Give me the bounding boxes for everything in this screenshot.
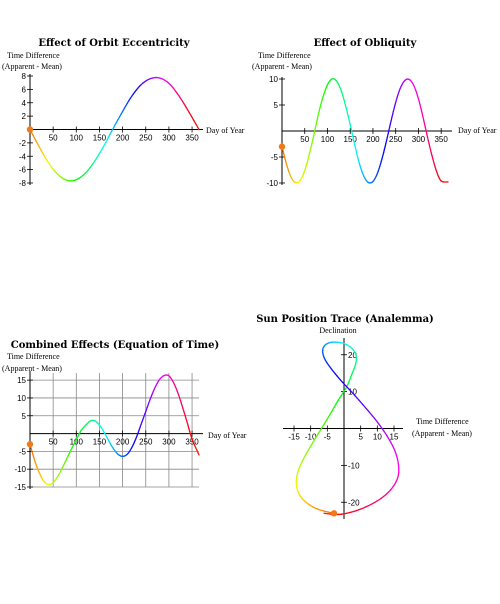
y-tick-label: -6 — [19, 166, 27, 175]
y-tick-label: 5 — [274, 101, 279, 110]
curve-segment — [197, 452, 200, 456]
x-tick-label: 350 — [185, 438, 199, 447]
y-tick-label: 10 — [17, 394, 26, 403]
start-marker — [330, 510, 338, 517]
curve-segment — [193, 119, 197, 125]
x-tick-label: 300 — [412, 135, 426, 144]
y-axis-label-line2: (Apparent - Mean) — [252, 62, 312, 71]
x-tick-label: -5 — [324, 433, 332, 442]
series-curve — [295, 341, 400, 516]
x-tick-label: 10 — [373, 433, 382, 442]
y-tick-label: 4 — [22, 99, 27, 108]
x-tick-label: 50 — [300, 135, 309, 144]
series-curve — [281, 78, 449, 184]
x-tick-label: 300 — [162, 438, 176, 447]
x-tick-label: 150 — [93, 134, 107, 143]
chart-title: Combined Effects (Equation of Time) — [11, 340, 219, 351]
x-tick-label: 50 — [49, 438, 58, 447]
y-tick-label: -5 — [19, 447, 27, 456]
x-tick-label: 5 — [358, 433, 363, 442]
x-tick-label: 200 — [116, 134, 130, 143]
y-tick-label: -8 — [19, 179, 27, 188]
series-curve — [29, 76, 200, 182]
y-tick-label: -2 — [19, 139, 27, 148]
x-tick-label: -10 — [305, 433, 317, 442]
y-tick-label: -20 — [348, 498, 360, 507]
y-tick-label: 10 — [269, 75, 278, 84]
x-axis-label-line1: Time Difference — [416, 417, 469, 426]
chart-orbit-eccentricity: Effect of Orbit Eccentricity Time Differ… — [2, 38, 245, 188]
start-marker — [278, 143, 286, 150]
x-tick-label: 100 — [70, 438, 84, 447]
x-tick-label: 250 — [139, 438, 153, 447]
y-axis-label: Declination — [319, 326, 356, 335]
x-tick-label: 200 — [366, 135, 380, 144]
x-axis-label-line2: (Apparent - Mean) — [412, 429, 472, 438]
y-tick-label: -10 — [14, 465, 26, 474]
x-axis-label: Day of Year — [458, 126, 497, 135]
y-tick-label: -4 — [19, 152, 27, 161]
x-tick-label: 100 — [321, 135, 335, 144]
chart-title: Effect of Obliquity — [314, 38, 418, 49]
y-axis-label-line2: (Apparent - Mean) — [2, 364, 62, 373]
y-axis-label-line1: Time Difference — [7, 51, 60, 60]
x-tick-label: 350 — [185, 134, 199, 143]
y-tick-label: 2 — [22, 112, 27, 121]
y-axis-label-line1: Time Difference — [258, 51, 311, 60]
x-tick-label: 250 — [389, 135, 403, 144]
x-tick-label: 100 — [70, 134, 84, 143]
y-tick-label: 15 — [17, 376, 26, 385]
chart-analemma: Sun Position Trace (Analemma) Declinatio… — [256, 314, 472, 519]
x-tick-label: 200 — [116, 438, 130, 447]
y-axis-label-line2: (Apparent - Mean) — [2, 62, 62, 71]
x-tick-label: 15 — [390, 433, 399, 442]
y-tick-label: -10 — [266, 179, 278, 188]
start-marker — [26, 126, 34, 133]
curve-segment — [197, 126, 200, 131]
x-tick-label: 350 — [434, 135, 448, 144]
y-tick-label: -10 — [348, 461, 360, 470]
y-tick-label: 8 — [22, 72, 27, 81]
start-marker — [26, 441, 34, 448]
chart-title: Effect of Orbit Eccentricity — [38, 38, 190, 49]
y-tick-label: -15 — [14, 483, 26, 492]
x-tick-label: 300 — [162, 134, 176, 143]
x-axis-label: Day of Year — [206, 126, 245, 135]
y-tick-label: 6 — [22, 85, 27, 94]
y-tick-label: -5 — [271, 153, 279, 162]
x-axis-label: Day of Year — [208, 431, 247, 440]
y-tick-label: 20 — [348, 351, 357, 360]
x-tick-label: 50 — [49, 134, 58, 143]
curve-segment — [190, 115, 195, 122]
chart-obliquity: Effect of Obliquity Time Difference (App… — [252, 38, 497, 188]
y-tick-label: 5 — [22, 412, 27, 421]
curve-segment — [188, 112, 193, 118]
y-axis-label-line1: Time Difference — [7, 352, 60, 361]
chart-title: Sun Position Trace (Analemma) — [256, 314, 434, 325]
y-tick-label: 10 — [348, 388, 357, 397]
x-tick-label: 150 — [344, 135, 358, 144]
x-tick-label: -15 — [288, 433, 300, 442]
x-tick-label: 150 — [93, 438, 107, 447]
chart-equation-of-time: Combined Effects (Equation of Time) Time… — [2, 340, 247, 492]
x-tick-label: 250 — [139, 134, 153, 143]
series-curve — [29, 374, 200, 486]
